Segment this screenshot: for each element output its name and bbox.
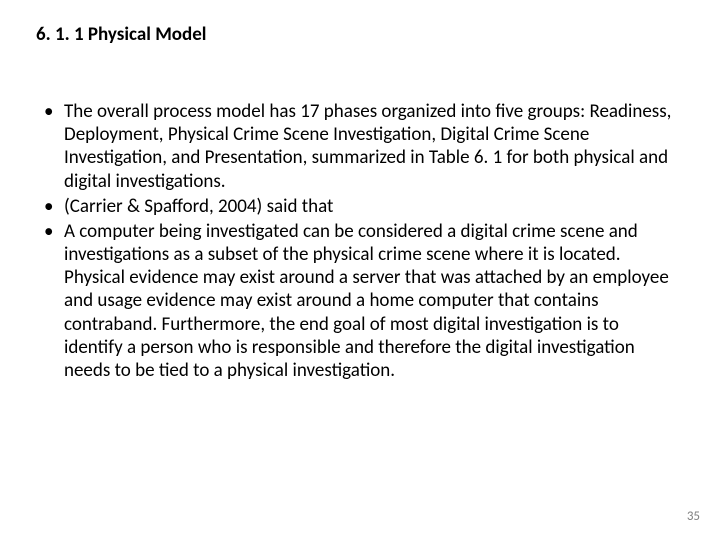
slide-title: 6. 1. 1 Physical Model — [36, 24, 684, 47]
list-item: The overall process model has 17 phases … — [36, 100, 672, 193]
list-item: (Carrier & Spafford, 2004) said that — [36, 195, 672, 218]
slide-body: The overall process model has 17 phases … — [36, 100, 672, 384]
bullet-list: The overall process model has 17 phases … — [36, 100, 672, 382]
list-item: A computer being investigated can be con… — [36, 220, 672, 382]
page-number: 35 — [687, 509, 700, 524]
slide: 6. 1. 1 Physical Model The overall proce… — [0, 0, 720, 540]
